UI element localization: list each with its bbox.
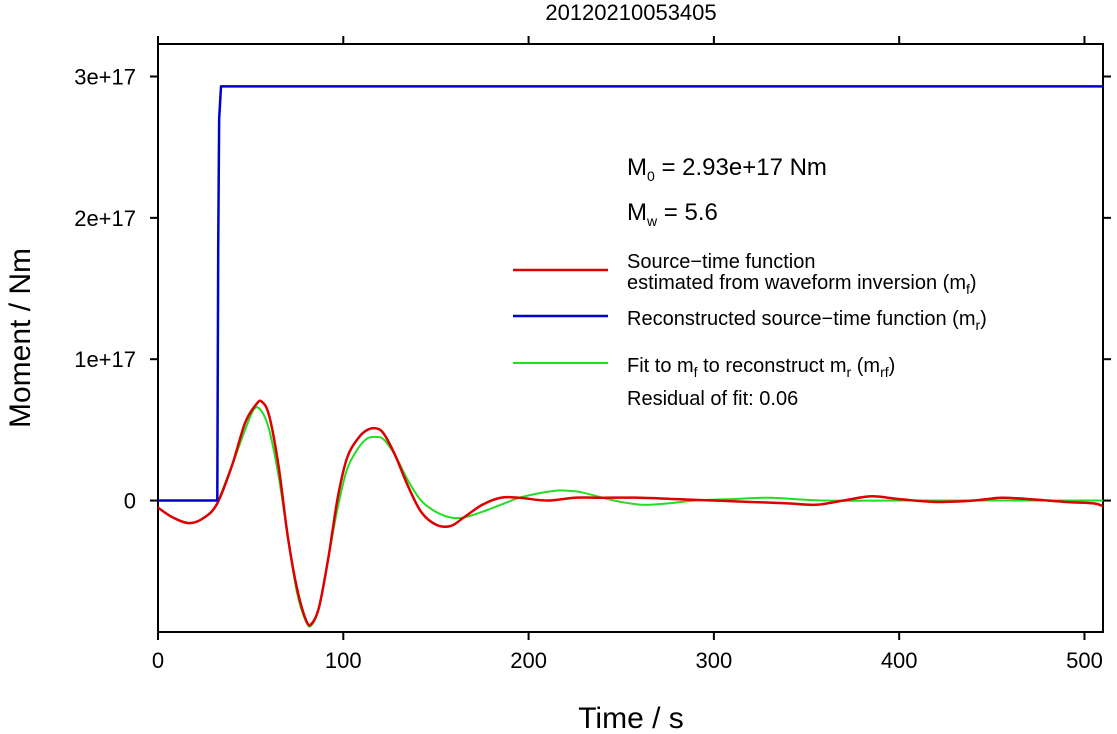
x-tick-label: 500 — [1066, 648, 1103, 673]
x-tick-label: 200 — [510, 648, 547, 673]
legend-entry-blue: Reconstructed source−time function (mr) — [627, 308, 987, 333]
series-line-red — [157, 399, 1104, 627]
series-line-green — [216, 406, 1103, 628]
y-axis: 0 1e+17 2e+17 3e+17 — [74, 65, 1111, 514]
y-tick-label: 1e+17 — [74, 347, 136, 372]
y-tick-label: 2e+17 — [74, 206, 136, 231]
legend-entry-red-line1: Source−time function — [627, 251, 815, 273]
m0-annotation: M0 = 2.93e+17 Nm — [627, 154, 827, 184]
y-tick-label: 0 — [124, 489, 136, 514]
x-tick-label: 0 — [152, 648, 164, 673]
x-tick-label: 300 — [696, 648, 733, 673]
chart-title: 20120210053405 — [545, 0, 716, 25]
plot-frame — [157, 43, 1104, 633]
mw-annotation: Mw = 5.6 — [627, 199, 718, 229]
x-axis-label: Time / s — [578, 702, 684, 734]
legend-entry-green: Fit to mf to reconstruct mr (mrf) — [627, 355, 895, 380]
x-tick-label: 400 — [881, 648, 918, 673]
x-tick-label: 100 — [325, 648, 362, 673]
series-layer — [157, 85, 1104, 628]
residual-annotation: Residual of fit: 0.06 — [627, 388, 798, 410]
y-tick-label: 3e+17 — [74, 65, 136, 90]
series-line-blue — [158, 85, 1103, 502]
legend: Source−time function estimated from wave… — [513, 251, 987, 410]
x-axis: 0 100 200 300 400 500 — [152, 36, 1103, 673]
y-axis-label: Moment / Nm — [4, 248, 37, 428]
legend-entry-red-line2: estimated from waveform inversion (mf) — [627, 272, 977, 297]
